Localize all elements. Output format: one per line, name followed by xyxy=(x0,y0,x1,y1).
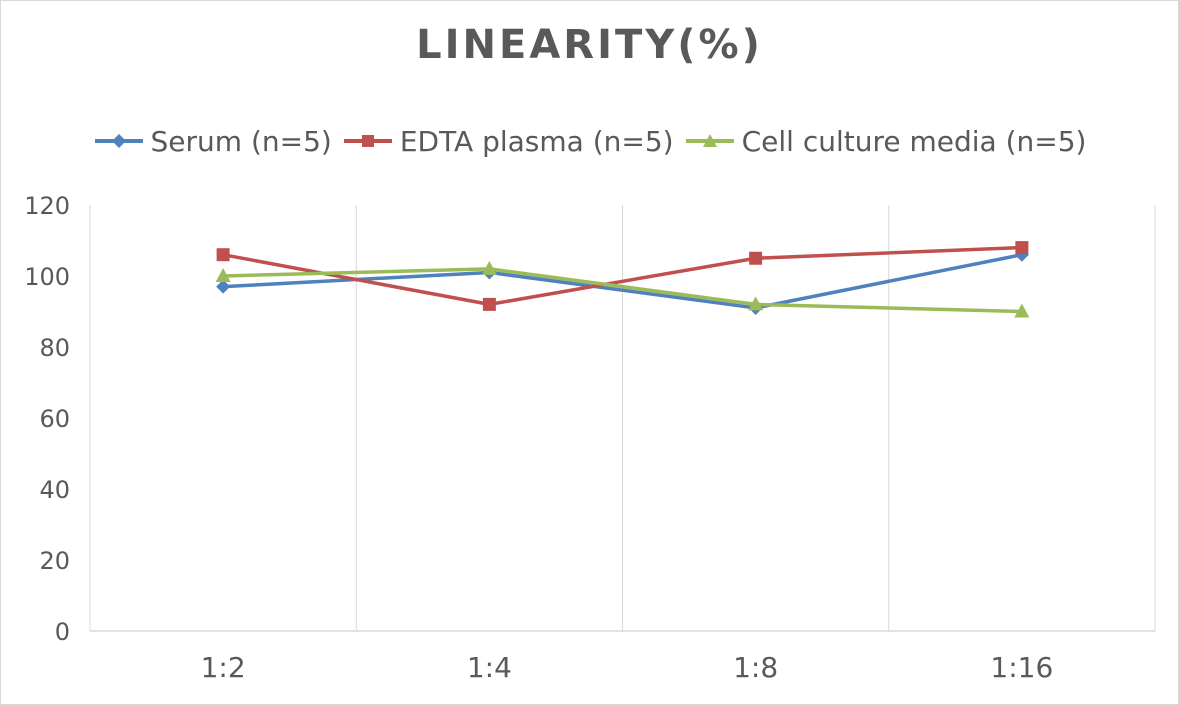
y-tick-label: 0 xyxy=(55,618,70,646)
y-tick-label: 20 xyxy=(39,547,70,575)
data-point-edta-plasma xyxy=(749,251,763,265)
y-tick-label: 80 xyxy=(39,334,70,362)
legend-marker-cell-culture-media xyxy=(685,134,734,147)
data-point-serum xyxy=(216,279,231,294)
x-tick-label: 1:2 xyxy=(201,651,246,684)
legend-item-edta-plasma: EDTA plasma (n=5) xyxy=(342,125,674,158)
legend-item-serum: Serum (n=5) xyxy=(93,125,332,158)
series-line-edta-plasma xyxy=(221,245,1024,307)
series-line-cell-culture-media xyxy=(221,267,1024,314)
chart-title: LINEARITY(%) xyxy=(416,22,763,68)
data-point-cell-culture-media xyxy=(481,260,497,275)
data-point-cell-culture-media xyxy=(215,268,231,282)
x-tick-label: 1:16 xyxy=(990,651,1053,684)
y-tick-label: 40 xyxy=(39,476,70,504)
data-point-cell-culture-media xyxy=(1014,303,1030,318)
y-tick-label: 100 xyxy=(24,263,70,291)
x-tick-label: 1:8 xyxy=(733,651,778,684)
data-point-cell-culture-media xyxy=(748,296,764,311)
legend-label-cell-culture-media: Cell culture media (n=5) xyxy=(741,124,1087,158)
legend: Serum (n=5) EDTA plasma (n=5) Cell cultu… xyxy=(0,118,1179,164)
legend-label-edta-plasma: EDTA plasma (n=5) xyxy=(399,124,674,158)
data-point-edta-plasma xyxy=(1015,241,1029,255)
data-point-edta-plasma xyxy=(216,248,230,262)
legend-label-serum: Serum (n=5) xyxy=(150,124,332,158)
x-tick-label: 1:4 xyxy=(467,651,512,684)
legend-marker-serum xyxy=(94,134,143,148)
legend-item-cell-culture-media: Cell culture media (n=5) xyxy=(684,124,1087,158)
data-point-edta-plasma xyxy=(482,297,496,311)
y-tick-label: 60 xyxy=(39,405,70,433)
legend-marker-edta-plasma xyxy=(343,135,392,147)
y-tick-label: 120 xyxy=(24,192,70,220)
